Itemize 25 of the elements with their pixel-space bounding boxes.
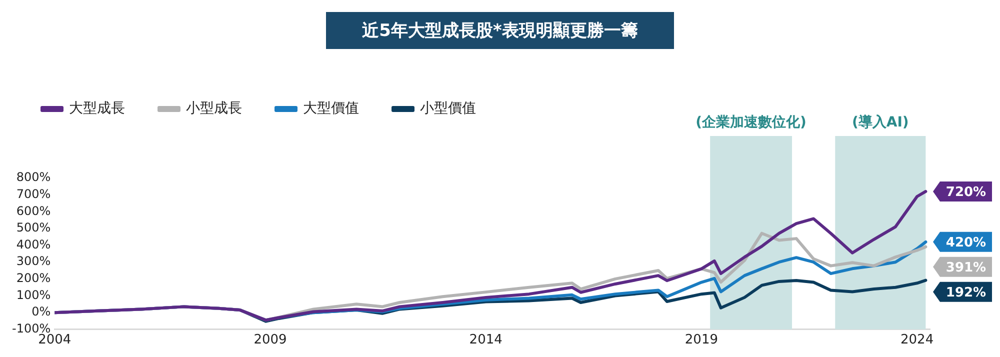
band-label: (企業加速數位化) [696,114,806,131]
data-label: 391% [946,260,986,276]
legend-label: 大型成長 [69,100,125,117]
data-label: 720% [946,184,986,200]
legend-label: 小型價值 [420,100,476,117]
y-tick-label: 100% [16,288,51,302]
x-tick-label: 2024 [900,332,934,348]
y-tick-label: 800% [16,170,51,184]
band-label: (導入AI) [852,114,909,131]
chart-title: 近5年大型成長股*表現明顯更勝一籌 [326,12,674,49]
data-label: 192% [946,285,986,300]
y-tick-label: 200% [16,271,51,286]
data-label: 420% [946,235,986,250]
x-tick-label: 2014 [469,332,502,348]
y-tick-label: 700% [16,186,51,201]
y-tick-label: 600% [16,204,51,218]
y-tick-label: 500% [16,220,51,235]
x-tick-label: 2019 [684,332,718,348]
y-tick-label: 300% [16,254,51,268]
x-tick-label: 2009 [254,332,287,348]
legend-label: 小型成長 [186,100,242,117]
y-tick-label: 0% [32,304,51,319]
x-tick-label: 2004 [38,332,72,348]
y-tick-label: 400% [16,237,51,252]
legend-label: 大型價值 [303,100,359,117]
